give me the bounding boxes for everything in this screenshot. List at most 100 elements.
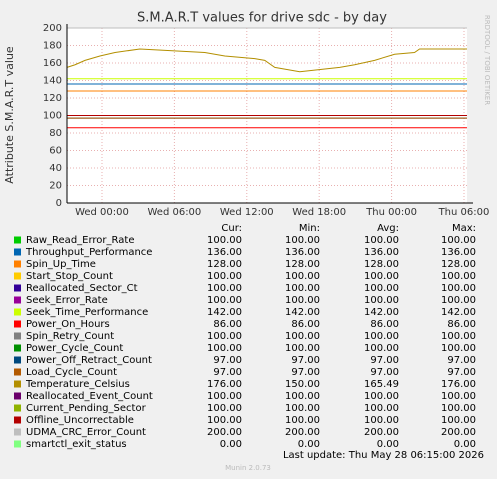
legend-stat: 136.00 xyxy=(207,247,242,258)
x-tick-label: Wed 18:00 xyxy=(292,207,346,218)
legend-stat: 200.00 xyxy=(207,427,242,438)
legend-swatch xyxy=(14,332,21,340)
legend-stat: 100.00 xyxy=(207,331,242,342)
legend-swatch xyxy=(14,308,21,316)
legend-stat: 97.00 xyxy=(370,355,399,366)
legend-stat: 100.00 xyxy=(285,295,320,306)
legend-stat: 200.00 xyxy=(364,427,399,438)
legend-stat: 100.00 xyxy=(364,331,399,342)
legend-label: Spin_Retry_Count xyxy=(26,331,114,342)
y-tick-label: 180 xyxy=(43,41,62,52)
legend-label: Power_Cycle_Count xyxy=(26,343,123,354)
legend-stat: 150.00 xyxy=(285,379,320,390)
legend-stat: 142.00 xyxy=(285,307,320,318)
legend-label: Reallocated_Sector_Ct xyxy=(26,283,138,294)
legend-swatch xyxy=(14,428,21,436)
y-tick-label: 80 xyxy=(49,128,62,139)
legend-stat: 165.49 xyxy=(364,379,399,390)
legend-stat: 86.00 xyxy=(213,319,242,330)
legend-stat: 128.00 xyxy=(364,259,399,270)
y-tick-label: 140 xyxy=(43,76,62,87)
y-tick-label: 20 xyxy=(49,181,62,192)
x-tick-label: Wed 12:00 xyxy=(220,207,274,218)
legend-column-header: Max: xyxy=(452,223,476,234)
last-update: Last update: Thu May 28 06:15:00 2026 xyxy=(283,450,484,461)
legend-stat: 100.00 xyxy=(207,415,242,426)
legend-label: Temperature_Celsius xyxy=(25,379,130,390)
legend-stat: 97.00 xyxy=(447,355,476,366)
legend-column-header: Min: xyxy=(299,223,320,234)
legend-stat: 100.00 xyxy=(285,415,320,426)
legend-stat: 0.00 xyxy=(454,439,476,450)
y-axis-label: Attribute S.M.A.R.T value xyxy=(3,46,16,184)
legend-label: Power_On_Hours xyxy=(26,319,110,330)
legend-stat: 176.00 xyxy=(207,379,242,390)
legend-stat: 128.00 xyxy=(441,259,476,270)
legend-stat: 100.00 xyxy=(364,283,399,294)
legend-stat: 136.00 xyxy=(441,247,476,258)
y-tick-label: 100 xyxy=(43,111,62,122)
x-tick-label: Wed 06:00 xyxy=(147,207,201,218)
y-tick-label: 200 xyxy=(43,23,62,34)
legend-stat: 100.00 xyxy=(285,331,320,342)
legend-swatch xyxy=(14,284,21,292)
legend-stat: 136.00 xyxy=(364,247,399,258)
legend-stat: 100.00 xyxy=(285,283,320,294)
legend-column-header: Avg: xyxy=(377,223,399,234)
legend-label: Start_Stop_Count xyxy=(26,271,113,282)
legend-stat: 86.00 xyxy=(447,319,476,330)
legend-stat: 100.00 xyxy=(364,403,399,414)
legend-swatch xyxy=(14,260,21,268)
footer: Munin 2.0.73 xyxy=(225,464,271,472)
legend-stat: 86.00 xyxy=(291,319,320,330)
legend-stat: 100.00 xyxy=(207,403,242,414)
legend-stat: 97.00 xyxy=(447,367,476,378)
legend-stat: 100.00 xyxy=(207,295,242,306)
x-tick-label: Wed 00:00 xyxy=(75,207,129,218)
legend-stat: 100.00 xyxy=(441,403,476,414)
legend-stat: 97.00 xyxy=(213,367,242,378)
legend-swatch xyxy=(14,248,21,256)
legend-stat: 0.00 xyxy=(377,439,399,450)
legend-label: Throughput_Performance xyxy=(25,247,152,258)
legend-stat: 100.00 xyxy=(207,235,242,246)
legend-label: Seek_Error_Rate xyxy=(26,295,108,306)
legend-stat: 100.00 xyxy=(207,391,242,402)
legend-swatch xyxy=(14,296,21,304)
legend-stat: 100.00 xyxy=(364,391,399,402)
legend-stat: 100.00 xyxy=(364,271,399,282)
legend-stat: 142.00 xyxy=(364,307,399,318)
legend-stat: 100.00 xyxy=(285,271,320,282)
legend-swatch xyxy=(14,272,21,280)
legend-stat: 0.00 xyxy=(298,439,320,450)
legend-stat: 100.00 xyxy=(441,415,476,426)
legend-label: Reallocated_Event_Count xyxy=(26,391,153,402)
legend-stat: 128.00 xyxy=(207,259,242,270)
legend-stat: 142.00 xyxy=(441,307,476,318)
legend-stat: 100.00 xyxy=(441,295,476,306)
legend-stat: 100.00 xyxy=(441,235,476,246)
side-label: RRDTOOL / TOBI OETIKER xyxy=(483,15,491,105)
legend-stat: 100.00 xyxy=(441,391,476,402)
legend-stat: 0.00 xyxy=(220,439,242,450)
legend-stat: 100.00 xyxy=(207,343,242,354)
legend-label: Power_Off_Retract_Count xyxy=(26,355,152,366)
series-line xyxy=(66,48,467,73)
legend-stat: 100.00 xyxy=(441,271,476,282)
legend-swatch xyxy=(14,236,21,244)
legend-label: Spin_Up_Time xyxy=(26,259,96,270)
legend-stat: 128.00 xyxy=(285,259,320,270)
legend-stat: 97.00 xyxy=(213,355,242,366)
y-tick-label: 40 xyxy=(49,163,62,174)
legend-swatch xyxy=(14,344,21,352)
legend-swatch xyxy=(14,320,21,328)
legend-label: Seek_Time_Performance xyxy=(26,307,148,318)
legend-stat: 100.00 xyxy=(207,283,242,294)
legend-stat: 97.00 xyxy=(370,367,399,378)
legend-stat: 100.00 xyxy=(441,283,476,294)
legend-label: smartctl_exit_status xyxy=(26,439,127,450)
legend-label: Raw_Read_Error_Rate xyxy=(26,235,134,246)
legend-swatch xyxy=(14,356,21,364)
legend-column-header: Cur: xyxy=(221,223,242,234)
